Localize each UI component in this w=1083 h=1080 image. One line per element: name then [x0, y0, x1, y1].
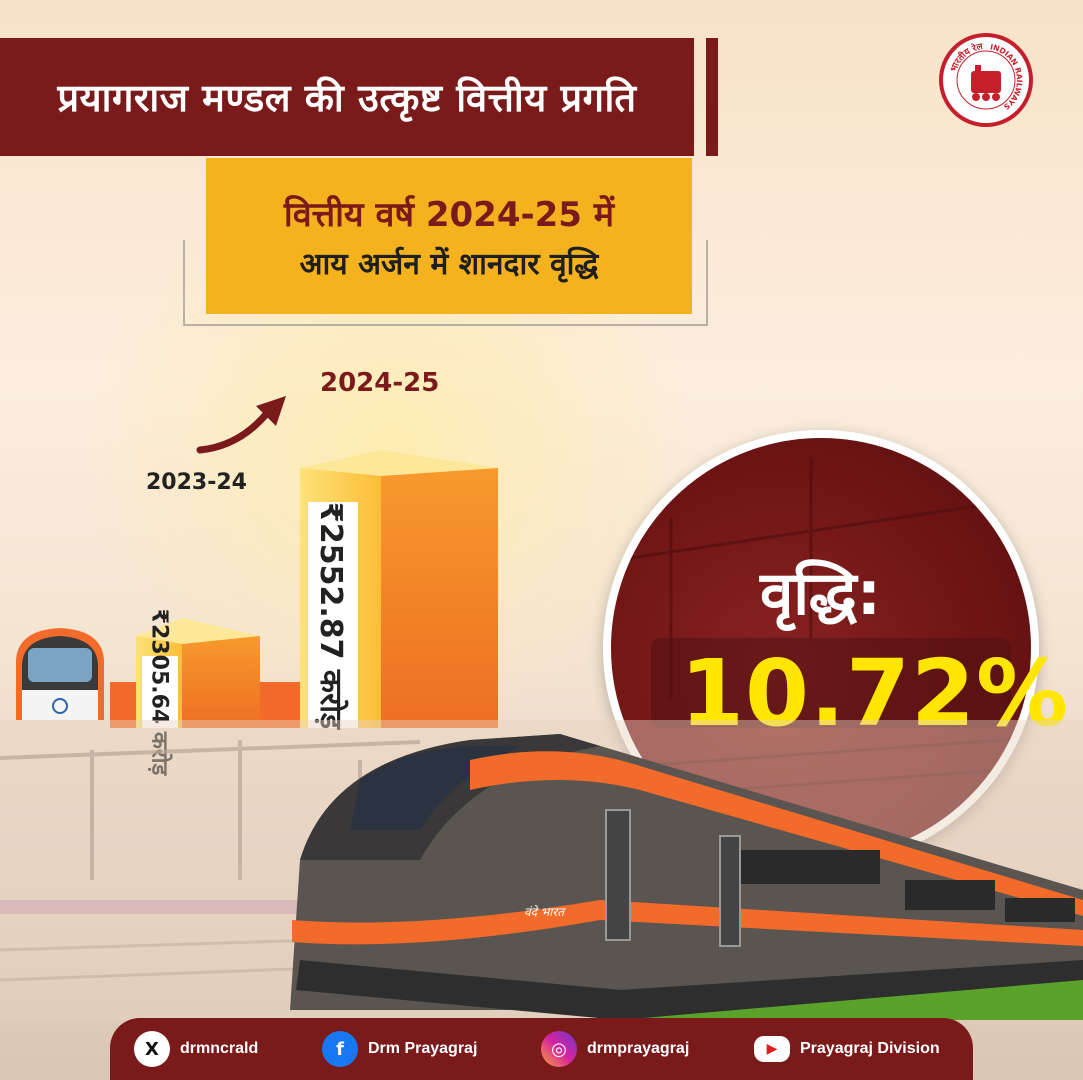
x-icon: X — [134, 1031, 170, 1067]
subtitle-frame — [183, 240, 708, 326]
footer-link-label: Drm Prayagraj — [368, 1040, 478, 1057]
railways-emblem-icon: भारतीय रेल INDIAN RAILWAYS — [949, 42, 1024, 112]
facebook-icon: f — [322, 1031, 358, 1067]
footer-link-facebook[interactable]: f Drm Prayagraj — [322, 1031, 477, 1067]
growth-arrow-icon — [196, 396, 286, 454]
footer-link-youtube[interactable]: ▶ Prayagraj Division — [754, 1031, 940, 1067]
growth-value: 10.72% — [680, 640, 1070, 747]
footer-link-label: Prayagraj Division — [800, 1040, 940, 1057]
footer-link-instagram[interactable]: ◎ drmprayagraj — [541, 1031, 689, 1067]
indian-railways-logo: भारतीय रेल INDIAN RAILWAYS — [939, 33, 1033, 127]
subtitle-box: वित्तीय वर्ष 2024-25 में आय अर्जन में शा… — [206, 158, 692, 314]
subtitle-line-1: वित्तीय वर्ष 2024-25 में — [283, 194, 615, 235]
bar-2023-24: ₹2305.64 करोड़ — [136, 609, 260, 775]
bar-side-face — [182, 636, 260, 728]
train-badge: वंदे भारत — [524, 905, 566, 919]
title-banner-edge — [706, 38, 718, 156]
footer-link-label: drmprayagraj — [587, 1040, 690, 1057]
bar-top-face — [300, 450, 498, 476]
subtitle-line-2: आय अर्जन में शानदार वृद्धि — [299, 246, 599, 282]
bar-top-face — [136, 618, 260, 644]
data-label-2023-24: ₹2305.64 करोड़ — [142, 609, 178, 775]
page-title: प्रयागराज मण्डल की उत्कृष्ट वित्तीय प्रग… — [57, 76, 637, 120]
bar-side-face — [381, 468, 498, 728]
tick-label-2024-25: 2024-25 — [320, 368, 440, 398]
growth-label: वृद्धि: — [760, 559, 881, 629]
train-front-icon — [16, 628, 104, 720]
tick-label-2023-24: 2023-24 — [146, 470, 247, 495]
train-scene: वंदे भारत — [0, 720, 1083, 1020]
footer-link-label: drmncrald — [180, 1040, 259, 1057]
youtube-icon: ▶ — [754, 1036, 790, 1062]
bar-2024-25: ₹2552.87 करोड़ — [300, 450, 498, 729]
data-label-2024-25: ₹2552.87 करोड़ — [308, 501, 358, 729]
instagram-icon: ◎ — [541, 1031, 577, 1067]
title-banner: प्रयागराज मण्डल की उत्कृष्ट वित्तीय प्रग… — [0, 38, 694, 156]
